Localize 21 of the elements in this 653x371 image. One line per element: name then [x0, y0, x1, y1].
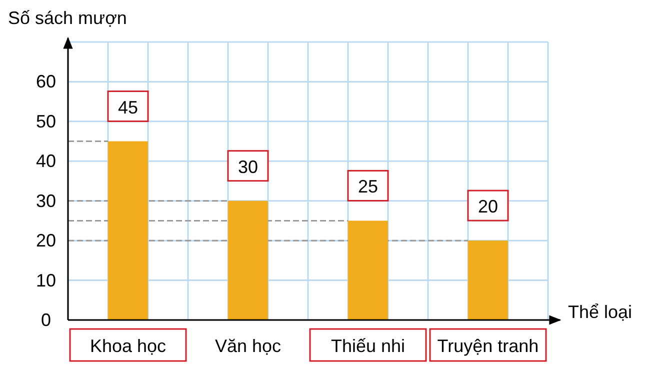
y-tick-label: 30	[36, 190, 56, 211]
bar	[468, 240, 508, 320]
y-tick-label: 10	[36, 270, 56, 290]
x-tick-label: Văn học	[214, 336, 282, 356]
x-tick-label: Khoa học	[90, 336, 166, 356]
data-label: 45	[118, 97, 138, 118]
y-tick-label: 50	[36, 111, 56, 132]
y-tick-label: 60	[36, 72, 56, 92]
bar	[228, 200, 268, 320]
x-axis-title: Thể loại	[568, 302, 632, 322]
y-tick-label: 0	[40, 310, 52, 330]
y-tick-label: 20	[36, 230, 56, 251]
y-axis-title: Số sách mượn	[8, 8, 127, 28]
x-tick-label: Truyện tranh	[437, 336, 539, 356]
y-tick-label: 40	[36, 151, 56, 172]
bar	[348, 220, 388, 320]
data-label: 25	[358, 176, 378, 197]
bar	[108, 141, 148, 320]
data-label: 20	[478, 196, 498, 217]
x-tick-label: Thiếu nhi	[330, 336, 406, 356]
data-label: 30	[238, 156, 258, 177]
